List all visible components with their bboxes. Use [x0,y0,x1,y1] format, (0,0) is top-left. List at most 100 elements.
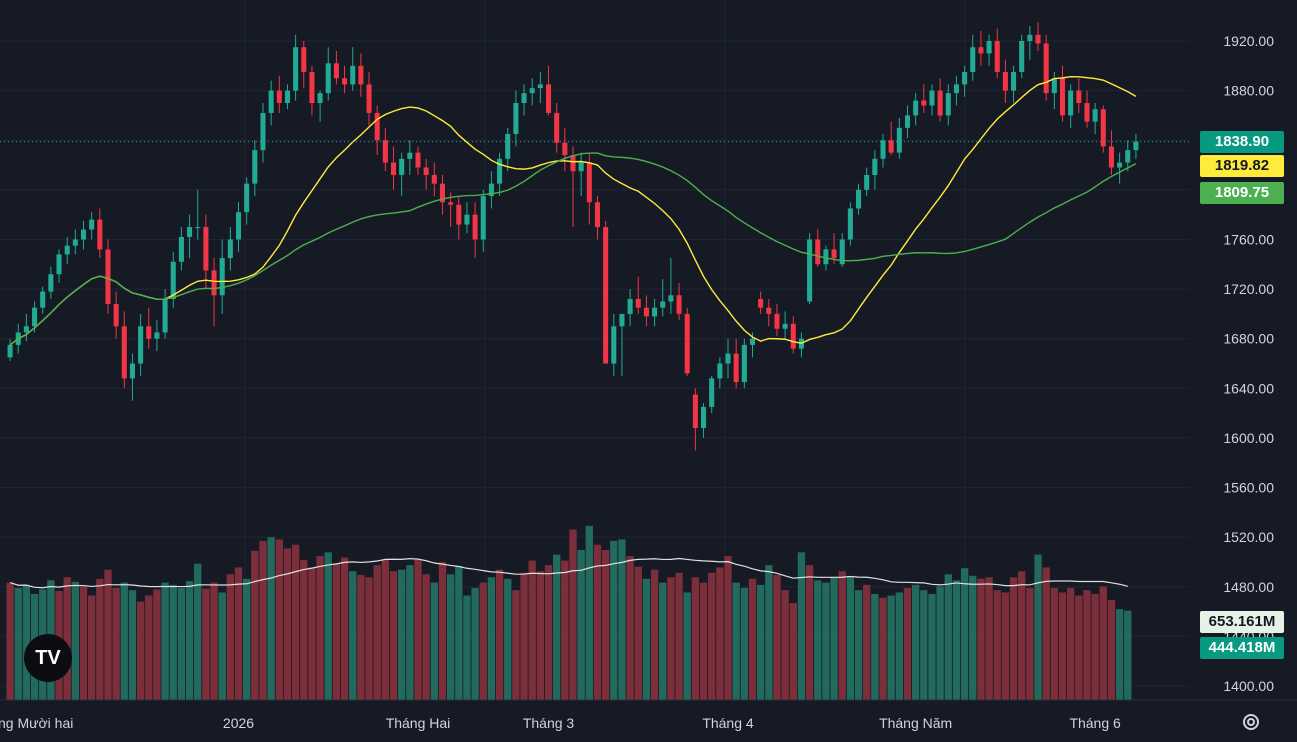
candle [684,307,690,376]
volume-bar [797,552,806,700]
candle [40,286,46,314]
volume-bar [455,565,463,700]
volume-bar [805,565,814,700]
candle [1092,103,1098,135]
volume-bar [716,567,724,700]
candle [48,266,54,299]
volume-bar [357,575,365,700]
volume-bar [699,582,708,700]
price-tick-label: 1920.00 [1223,33,1274,49]
volume-bar [145,595,153,700]
candle [627,289,633,327]
candle [72,229,78,255]
volume-bar [553,554,561,700]
volume-bar [414,559,422,700]
candle [1035,22,1041,51]
candle [1100,105,1106,153]
volume-bar [765,565,773,700]
volume-bar [1009,577,1018,700]
price-tick-label: 1640.00 [1223,380,1274,396]
candle [480,189,486,252]
candle [456,196,462,240]
candle [864,167,870,197]
volume-bar [756,584,765,700]
volume-bar [169,584,177,700]
volume-bar [471,587,479,700]
volume-moving-average [9,557,1128,589]
volume-bar [724,556,732,700]
price-tick-label: 1760.00 [1223,231,1274,247]
volume-bar [1099,586,1107,700]
volume-bar [479,582,487,700]
candle [782,311,788,339]
volume-bar [977,578,985,700]
volume-bar [520,572,528,700]
volume-bar [577,550,585,700]
candle [211,258,217,327]
volume-bar [887,595,895,700]
volume-bar [1075,595,1083,700]
volume-bar [275,539,283,700]
volume-bar [251,550,259,700]
volume-bar [398,569,406,700]
time-tick-label: Tháng 4 [702,715,754,731]
candle [839,233,845,267]
volume-bar [446,574,455,700]
candle [431,162,437,197]
volume-bar [177,587,186,700]
candle [1051,72,1057,110]
volume-bar [667,577,675,700]
candle [692,388,698,451]
candle [676,282,682,321]
volume-bar [593,544,602,700]
volume-bar [283,548,292,700]
candle [7,338,13,362]
volume-bar [952,580,961,700]
candle [652,299,658,327]
volume-bar [226,574,235,700]
volume-bar [463,595,471,700]
candle [970,34,976,81]
candle [758,291,764,314]
volume-bar [936,586,944,700]
candle [423,158,429,190]
volume-bar [650,569,659,700]
volume-bar [267,537,275,700]
candle [23,313,29,342]
candle [146,307,152,349]
volume-bar [708,572,716,700]
volume-bar [569,529,577,700]
volume-bar [487,577,496,700]
candle [317,90,323,122]
settings-gear-icon[interactable] [1240,711,1262,733]
candle [138,313,144,376]
candle [374,105,380,156]
volume-bar [601,550,610,700]
candle [660,279,666,317]
volume-bar [422,574,430,700]
volume-bar [438,562,447,700]
candle [554,103,560,153]
volume-bar [194,563,202,700]
candle [766,299,772,327]
volume-bar [161,582,169,700]
volume-bar [316,556,324,700]
candle [390,146,397,190]
volume-bar [659,582,667,700]
volume-bar [985,577,993,700]
volume-bar [1083,590,1091,700]
volume-bar [1001,592,1010,700]
time-axis[interactable]: ng Mười hai 2026 Tháng Hai Tháng 3 Tháng 4 Th… [0,699,1297,731]
price-badge: 653.161M [1200,611,1284,633]
volume-bar [340,557,349,700]
candle [1117,152,1123,184]
candle [284,84,290,110]
candle [513,90,519,147]
candle [129,353,135,401]
candle [260,103,266,163]
price-tick-label: 1720.00 [1223,281,1274,297]
candle [113,291,119,339]
tradingview-logo[interactable]: TV [24,634,72,682]
volume-bar [234,567,243,700]
